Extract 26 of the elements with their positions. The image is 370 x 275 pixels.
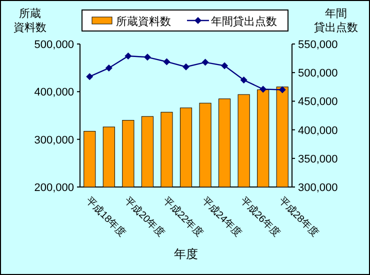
y2-tick-label: 500,000: [298, 68, 338, 80]
point: [144, 54, 151, 61]
legend-label: 年間貸出点数: [211, 15, 277, 28]
point: [86, 73, 94, 80]
y2-tick-label: 400,000: [298, 124, 338, 137]
point: [163, 58, 170, 66]
point: [221, 62, 228, 70]
point: [182, 63, 190, 70]
y2-tick-label: 300,000: [298, 182, 338, 194]
y-tick-label: 200,000: [34, 182, 74, 194]
y2-tick-label: 450,000: [298, 96, 338, 108]
y2-tick-label: 350,000: [298, 153, 338, 166]
point: [124, 52, 132, 60]
y-tick-label: 400,000: [34, 86, 74, 99]
y2label: 年間貸出点数: [314, 8, 358, 34]
point: [105, 64, 112, 72]
point: [278, 86, 286, 94]
legend-label: 所蔵資料数: [116, 15, 171, 28]
point: [202, 58, 209, 66]
point: [260, 86, 267, 93]
point: [240, 76, 248, 84]
xlabel: 年度: [174, 247, 198, 261]
y-tick-label: 500,000: [34, 39, 74, 51]
ylabel: 所蔵資料数: [14, 8, 46, 34]
y-tick-label: 300,000: [34, 134, 74, 146]
y2-tick-label: 550,000: [298, 39, 338, 51]
